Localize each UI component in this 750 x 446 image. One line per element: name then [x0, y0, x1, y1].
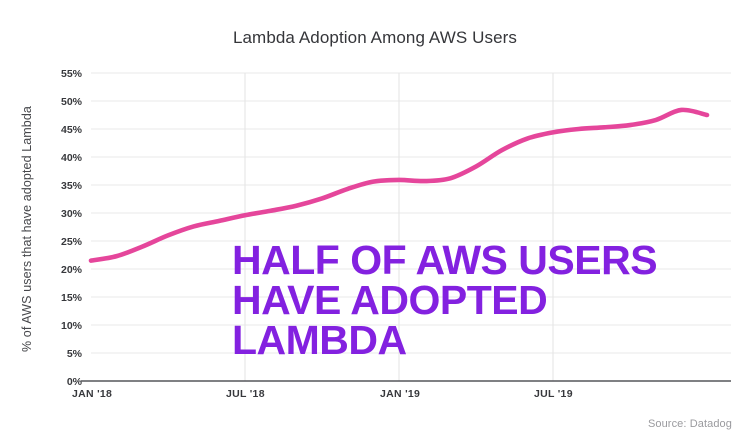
- x-tick-label: JUL '19: [534, 388, 573, 400]
- vertical-gridlines: [244, 73, 554, 381]
- x-tick-label: JAN '19: [380, 388, 420, 400]
- y-tick-label: 10%: [61, 320, 83, 332]
- x-axis-tick-labels: JAN '18 JUL '18 JAN '19 JUL '19: [72, 388, 573, 400]
- y-tick-label: 25%: [61, 236, 83, 248]
- y-tick-label: 5%: [67, 348, 83, 360]
- y-axis-tick-labels: 0% 5% 10% 15% 20% 25% 30% 35% 40% 45% 50% 55%: [61, 68, 83, 388]
- y-tick-label: 0%: [67, 376, 83, 388]
- x-tick-label: JAN '18: [72, 388, 112, 400]
- y-tick-label: 55%: [61, 68, 83, 80]
- y-tick-label: 50%: [61, 96, 83, 108]
- callout-annotation: HALF OF AWS USERS HAVE ADOPTED LAMBDA: [232, 240, 726, 361]
- y-tick-label: 40%: [61, 152, 83, 164]
- callout-line-1: HALF OF AWS USERS: [232, 237, 658, 283]
- callout-line-2: HAVE ADOPTED LAMBDA: [232, 277, 548, 364]
- x-tick-label: JUL '18: [226, 388, 265, 400]
- y-tick-label: 45%: [61, 124, 83, 136]
- y-tick-label: 15%: [61, 292, 83, 304]
- horizontal-gridlines: [91, 72, 731, 354]
- series-line-lambda-adoption: [88, 107, 710, 263]
- y-tick-label: 30%: [61, 208, 83, 220]
- y-tick-label: 35%: [61, 180, 83, 192]
- y-tick-label: 20%: [61, 264, 83, 276]
- chart-title: Lambda Adoption Among AWS Users: [232, 28, 518, 47]
- source-credit: Source: Datadog: [647, 418, 732, 430]
